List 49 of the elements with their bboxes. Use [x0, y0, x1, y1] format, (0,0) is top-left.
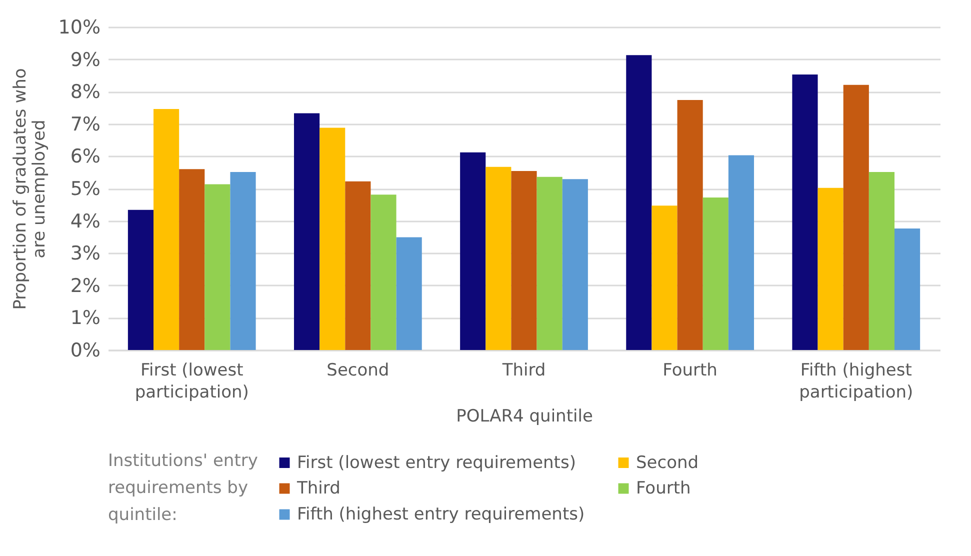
bar — [345, 181, 371, 350]
bar — [626, 55, 652, 350]
bar — [792, 74, 818, 350]
y-axis-title: Proportion of graduates who are unemployed — [10, 68, 50, 310]
legend-label: Fifth (highest entry requirements) — [297, 504, 585, 524]
x-axis-title: POLAR4 quintile — [456, 406, 593, 426]
y-tick-label: 3% — [70, 242, 100, 265]
bar — [128, 210, 154, 350]
bar — [486, 166, 512, 350]
bar — [511, 171, 537, 350]
x-tick-label: Fifth (highest participation) — [799, 360, 914, 402]
bar — [894, 228, 920, 350]
bar — [868, 172, 894, 350]
x-tick-label: Third — [501, 360, 546, 380]
x-tick-label: Fourth — [662, 360, 718, 380]
y-tick-label: 0% — [70, 340, 100, 362]
y-tick-label: 5% — [70, 178, 100, 200]
bar — [154, 109, 180, 350]
bar — [370, 194, 396, 350]
legend-label: Third — [296, 478, 340, 498]
y-tick-label: 8% — [70, 81, 100, 104]
legend-label: Second — [636, 452, 699, 473]
bar — [702, 198, 728, 350]
bar — [204, 184, 230, 350]
bar — [179, 169, 205, 350]
y-tick-label: 4% — [70, 210, 100, 232]
bar — [294, 113, 320, 350]
bar — [320, 128, 346, 350]
y-tick-label: 2% — [70, 274, 100, 297]
bar — [460, 152, 486, 350]
legend-label: First (lowest entry requirements) — [297, 452, 576, 473]
bar — [728, 155, 754, 350]
y-tick-label: 10% — [58, 16, 100, 38]
bar — [818, 188, 844, 350]
bar — [230, 172, 256, 350]
x-tick-label: First (lowest participation) — [134, 360, 249, 402]
x-tick-label: Second — [326, 360, 390, 380]
y-tick-label: 9% — [70, 48, 100, 71]
bar — [652, 206, 678, 350]
bar — [562, 179, 588, 350]
bar — [677, 100, 703, 350]
legend-label: Fourth — [636, 478, 691, 498]
bar — [536, 176, 562, 350]
y-tick-label: 7% — [70, 113, 100, 136]
y-tick-label: 6% — [70, 146, 100, 168]
bar — [396, 237, 422, 350]
y-tick-label: 1% — [70, 307, 100, 330]
legend-title: Institutions' entry requirements by quintile: — [108, 451, 258, 525]
bar — [843, 84, 869, 350]
